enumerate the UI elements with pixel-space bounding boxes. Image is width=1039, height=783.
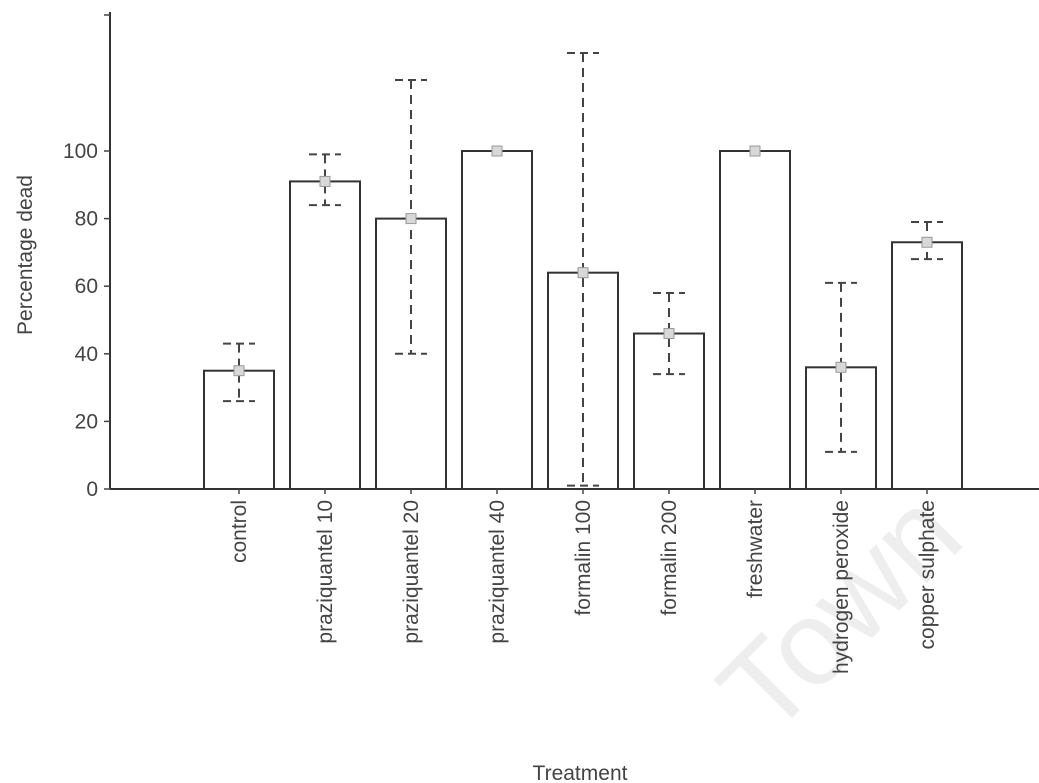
y-tick-label: 40 bbox=[75, 343, 98, 366]
x-axis-title: Treatment bbox=[533, 762, 628, 783]
bar bbox=[203, 369, 275, 491]
mean-marker bbox=[921, 236, 933, 248]
y-tick-label: 0 bbox=[86, 478, 98, 501]
x-tick-label: freshwater bbox=[744, 500, 767, 598]
bar bbox=[805, 366, 877, 491]
mean-marker bbox=[577, 267, 589, 279]
mean-marker bbox=[233, 365, 245, 377]
y-tick-label: 20 bbox=[75, 410, 98, 433]
mean-marker bbox=[405, 213, 417, 225]
x-tick-label: hydrogen peroxide bbox=[830, 500, 853, 674]
y-tick-label: 80 bbox=[75, 208, 98, 231]
x-tick-label: copper sulphate bbox=[916, 500, 939, 649]
mean-marker bbox=[835, 361, 847, 373]
bar bbox=[719, 150, 791, 490]
mean-marker bbox=[749, 145, 761, 157]
bar bbox=[891, 241, 963, 490]
x-tick-label: control bbox=[228, 500, 251, 563]
x-tick-label: formalin 100 bbox=[572, 500, 595, 616]
mean-marker bbox=[319, 175, 331, 187]
x-tick-label: praziquantel 10 bbox=[314, 500, 337, 644]
y-axis-title: Percentage dead bbox=[14, 175, 37, 335]
bar bbox=[547, 271, 619, 490]
mean-marker bbox=[663, 328, 675, 340]
bar bbox=[461, 150, 533, 490]
x-tick-label: praziquantel 40 bbox=[486, 500, 509, 644]
plot-area: 0 20 40 60 80 100 control praziquantel 10 praziq… bbox=[63, 12, 1039, 674]
bar bbox=[289, 180, 361, 490]
mean-marker bbox=[491, 145, 503, 157]
y-tick-label: 60 bbox=[75, 275, 98, 298]
x-tick-label: praziquantel 20 bbox=[400, 500, 423, 644]
x-tick-label: formalin 200 bbox=[658, 500, 681, 616]
y-tick-label: 100 bbox=[63, 140, 98, 163]
